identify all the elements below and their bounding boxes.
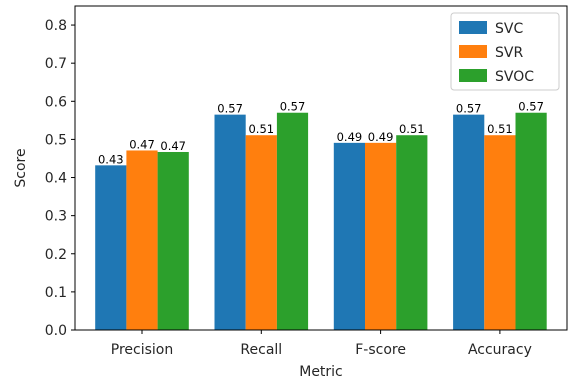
bar-svr-precision bbox=[126, 150, 158, 330]
x-tick-label: F-score bbox=[355, 342, 406, 358]
y-tick-label: 0.5 bbox=[45, 132, 67, 148]
bar-svoc-f-score bbox=[396, 135, 428, 330]
bar-svc-f-score bbox=[333, 142, 365, 330]
legend: SVC SVR SVOC bbox=[450, 12, 560, 91]
y-tick-label: 0.7 bbox=[45, 56, 67, 72]
y-tick-label: 0.0 bbox=[45, 323, 67, 339]
bar-svc-recall bbox=[214, 114, 246, 331]
bar-value-label: 0.47 bbox=[129, 137, 155, 151]
bar-value-label: 0.51 bbox=[399, 122, 425, 136]
x-tick-label: Recall bbox=[240, 342, 282, 358]
legend-label: SVR bbox=[495, 45, 523, 61]
y-tick-label: 0.6 bbox=[45, 94, 67, 110]
bar-value-label: 0.57 bbox=[518, 100, 544, 114]
legend-swatch-svc bbox=[459, 21, 487, 34]
y-axis: 0.0 0.1 0.2 0.3 0.4 0.5 0.6 0.7 0.8 bbox=[45, 18, 75, 339]
bar-svoc-recall bbox=[276, 112, 309, 331]
legend-label: SVOC bbox=[495, 69, 534, 85]
legend-swatch-svr bbox=[459, 45, 487, 58]
bar-value-label: 0.49 bbox=[368, 130, 394, 144]
bar-value-label: 0.51 bbox=[248, 122, 274, 136]
plot-frame bbox=[74, 5, 568, 331]
bars-layer bbox=[95, 112, 547, 331]
bar-svc-accuracy bbox=[453, 114, 485, 331]
y-tick-label: 0.8 bbox=[45, 18, 67, 34]
bar-value-label: 0.57 bbox=[280, 100, 306, 114]
bar-value-label: 0.43 bbox=[98, 152, 124, 166]
bar-svr-recall bbox=[245, 135, 277, 330]
x-tick-label: Precision bbox=[111, 342, 173, 358]
bar-svoc-precision bbox=[157, 151, 189, 330]
x-axis: Precision Recall F-score Accuracy bbox=[111, 330, 532, 358]
legend-swatch-svoc bbox=[459, 69, 487, 82]
bar-value-label: 0.51 bbox=[487, 122, 513, 136]
y-axis-label: Score bbox=[13, 148, 29, 187]
x-axis-label: Metric bbox=[299, 364, 343, 380]
legend-label: SVC bbox=[495, 21, 523, 37]
y-tick-label: 0.3 bbox=[45, 209, 67, 225]
bar-svc-precision bbox=[95, 165, 127, 330]
bar-svoc-accuracy bbox=[515, 112, 547, 331]
y-tick-label: 0.1 bbox=[45, 285, 67, 301]
bar-svr-accuracy bbox=[484, 135, 516, 330]
y-tick-label: 0.4 bbox=[45, 171, 67, 187]
bar-value-label: 0.57 bbox=[217, 102, 243, 116]
value-labels-layer: 0.43 0.47 0.47 0.57 0.51 0.57 0.49 0.49 0.51 0.57… bbox=[98, 100, 544, 167]
bar-value-label: 0.47 bbox=[160, 139, 186, 153]
y-tick-label: 0.2 bbox=[45, 247, 67, 263]
bar-value-label: 0.49 bbox=[337, 130, 363, 144]
x-tick-label: Accuracy bbox=[468, 342, 532, 358]
bar-svr-f-score bbox=[365, 142, 397, 330]
bar-value-label: 0.57 bbox=[456, 102, 482, 116]
